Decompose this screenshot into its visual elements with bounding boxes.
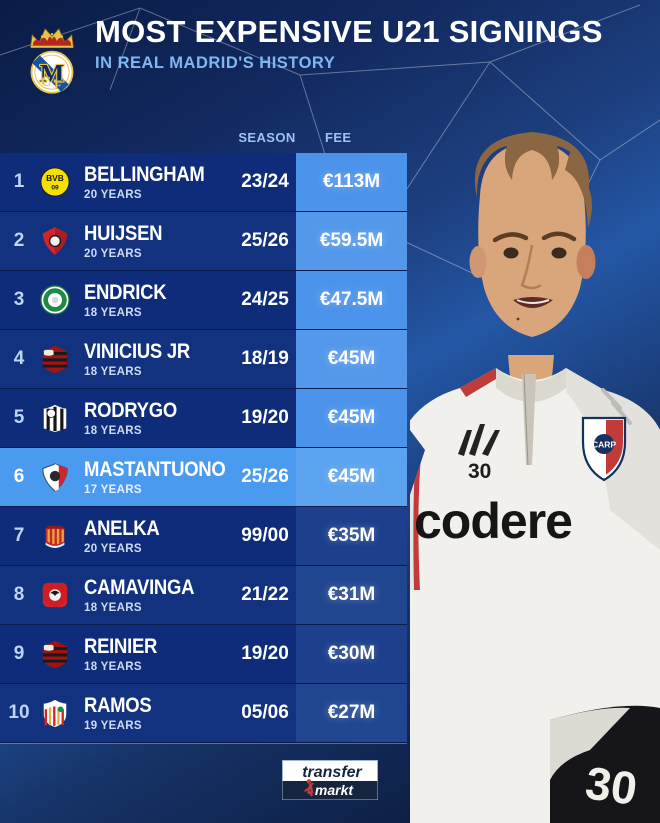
svg-text:30: 30 <box>582 756 640 815</box>
svg-text:30: 30 <box>468 460 491 483</box>
svg-text:markt: markt <box>315 782 354 798</box>
svg-text:C: C <box>41 74 51 90</box>
svg-text:CARP: CARP <box>592 440 616 450</box>
svg-text:F: F <box>54 77 62 92</box>
svg-text:transfer: transfer <box>302 764 362 781</box>
svg-text:BVB: BVB <box>46 173 64 183</box>
svg-text:codere: codere <box>414 493 572 549</box>
svg-text:09: 09 <box>51 185 59 192</box>
